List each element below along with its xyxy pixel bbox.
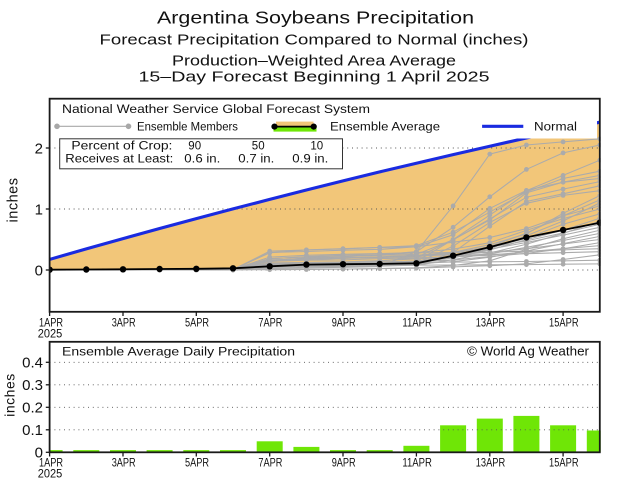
svg-text:0.9 in.: 0.9 in. [292, 154, 328, 166]
svg-text:5APR: 5APR [185, 455, 209, 469]
svg-text:11APR: 11APR [402, 455, 432, 469]
svg-text:1APR: 1APR [39, 455, 63, 469]
svg-text:0.6 in.: 0.6 in. [184, 154, 220, 166]
svg-text:Ensemble Members: Ensemble Members [137, 120, 238, 134]
svg-text:0: 0 [35, 445, 43, 462]
svg-text:0.4: 0.4 [22, 355, 43, 372]
svg-text:9APR: 9APR [332, 455, 356, 469]
svg-text:7APR: 7APR [258, 455, 282, 469]
svg-text:Ensemble Average: Ensemble Average [330, 120, 440, 134]
svg-text:© World Ag Weather: © World Ag Weather [467, 344, 590, 359]
svg-text:1APR: 1APR [39, 315, 63, 329]
svg-text:9APR: 9APR [332, 315, 356, 329]
svg-text:2025: 2025 [38, 326, 63, 340]
svg-text:Argentina Soybeans Precipita: Argentina Soybeans Precipitation [157, 8, 474, 28]
svg-text:13APR: 13APR [476, 455, 506, 469]
svg-text:10: 10 [310, 140, 323, 152]
svg-text:0.3: 0.3 [22, 377, 43, 394]
svg-text:15–Day Forecast Beginning 1: 15–Day Forecast Beginning 1 April 2025 [139, 70, 490, 86]
svg-text:Receives at Least:: Receives at Least: [65, 154, 173, 166]
svg-text:1: 1 [35, 201, 43, 218]
svg-text:Forecast Precipitation Compa: Forecast Precipitation Compared to Norma… [100, 33, 529, 49]
svg-text:Percent of Crop:: Percent of Crop: [71, 140, 172, 152]
svg-text:13APR: 13APR [476, 315, 506, 329]
svg-text:National Weather Service Gl: National Weather Service Global Forecast… [62, 102, 370, 116]
svg-text:inches: inches [6, 178, 22, 223]
svg-text:0.7 in.: 0.7 in. [238, 154, 274, 166]
svg-text:inches: inches [2, 373, 18, 416]
svg-text:5APR: 5APR [185, 315, 209, 329]
svg-text:11APR: 11APR [402, 315, 432, 329]
svg-text:3APR: 3APR [112, 455, 136, 469]
svg-text:3APR: 3APR [112, 315, 136, 329]
svg-text:Normal: Normal [534, 120, 577, 134]
svg-text:50: 50 [252, 140, 265, 152]
svg-text:Production–Weighted Area Ave: Production–Weighted Area Average [172, 54, 456, 70]
svg-text:0.2: 0.2 [22, 400, 43, 417]
svg-text:2025: 2025 [38, 467, 63, 481]
svg-text:7APR: 7APR [258, 315, 282, 329]
svg-text:0.1: 0.1 [22, 422, 43, 439]
svg-text:15APR: 15APR [549, 315, 579, 329]
svg-text:2: 2 [35, 140, 43, 157]
svg-text:90: 90 [188, 140, 201, 152]
svg-text:0: 0 [35, 262, 43, 279]
svg-text:Ensemble Average Daily Prec: Ensemble Average Daily Precipitation [62, 345, 295, 359]
svg-text:15APR: 15APR [549, 455, 579, 469]
